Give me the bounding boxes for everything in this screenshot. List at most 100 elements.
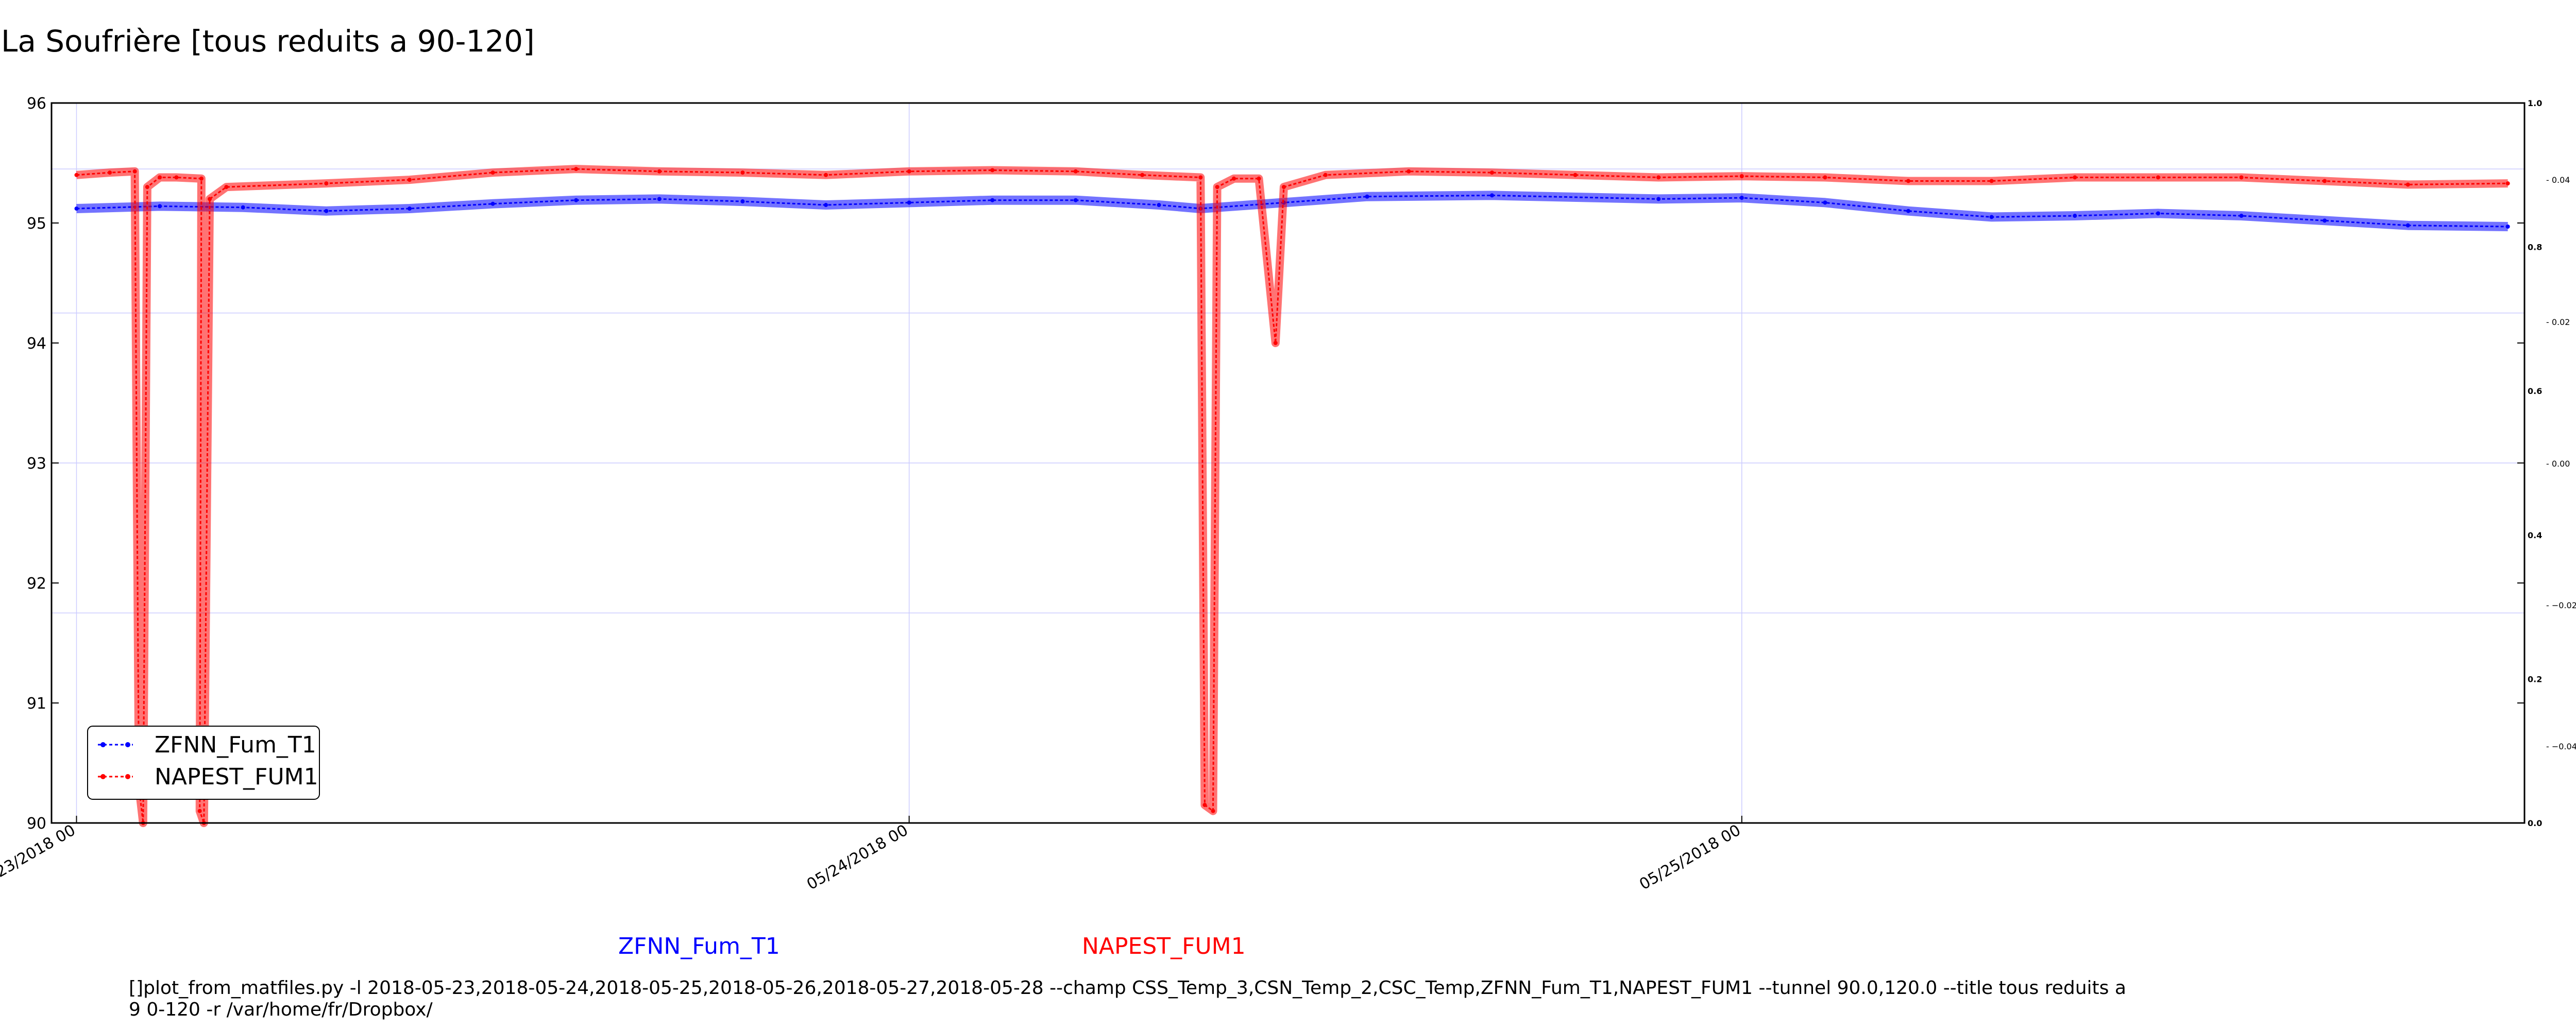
y-tick-label: 93 — [27, 455, 46, 473]
legend-marker — [100, 774, 106, 779]
y-tick-label: 92 — [27, 575, 46, 593]
legend-label: NAPEST_FUM1 — [155, 764, 318, 790]
inner-axis-tick-label: - 0.00 — [2546, 459, 2570, 469]
legend-marker — [100, 742, 106, 747]
y-axis-left: 90 91 92 93 94 95 96 — [27, 95, 2524, 833]
data-point — [1906, 209, 1911, 213]
data-point — [740, 170, 745, 175]
data-point — [1823, 175, 1827, 180]
right-axis-tick-label: 0.0 — [2528, 818, 2542, 828]
right-axis-tick-label: 0.6 — [2528, 386, 2542, 396]
series-captions: ZFNN_Fum_T1 NAPEST_FUM1 — [618, 933, 1246, 959]
data-point — [1365, 194, 1369, 199]
legend-label: ZFNN_Fum_T1 — [155, 732, 316, 758]
data-point — [2156, 211, 2160, 216]
data-point — [1906, 179, 1911, 183]
data-point — [132, 169, 137, 174]
data-point — [490, 170, 495, 175]
data-point — [2323, 218, 2327, 223]
data-point — [1215, 185, 1219, 190]
data-point — [824, 203, 828, 208]
data-point — [2239, 214, 2244, 218]
x-axis: 23/2018 00 05/24/2018 00 05/25/2018 00 — [0, 816, 1744, 894]
data-point — [1273, 341, 1278, 345]
data-point — [1489, 193, 1494, 198]
data-point — [1202, 803, 1207, 808]
data-point — [407, 207, 412, 211]
x-tick-label: 05/25/2018 00 — [1636, 821, 1744, 894]
data-point — [74, 207, 79, 211]
grid-lines — [52, 103, 2524, 823]
data-point — [108, 170, 112, 175]
data-point — [199, 176, 204, 181]
data-point — [324, 209, 329, 213]
data-point — [1157, 203, 1161, 208]
data-point — [1257, 176, 1261, 181]
y-tick-label: 94 — [27, 335, 46, 353]
data-point — [2073, 175, 2077, 180]
data-point — [158, 175, 162, 180]
data-point — [2239, 175, 2244, 180]
data-point — [1406, 169, 1411, 174]
data-point — [241, 205, 245, 210]
data-point — [1989, 179, 1994, 183]
right-axis-tick-label: 0.4 — [2528, 530, 2542, 540]
data-point — [1231, 176, 1236, 181]
data-point — [2323, 179, 2327, 183]
data-point — [1323, 173, 1328, 177]
data-point — [1489, 170, 1494, 175]
command-line-text: []plot_from_matfiles.py -l 2018-05-23,20… — [129, 977, 2132, 1020]
data-point — [907, 169, 911, 174]
data-point — [1656, 197, 1661, 201]
inner-axis-tick-label: - 0.04 — [2546, 175, 2570, 185]
series-layer — [74, 165, 2510, 827]
inner-right-axis: - 0.04 - 0.02 - 0.00 - −0.02 - −0.04 — [2546, 175, 2576, 751]
data-point — [158, 204, 162, 209]
data-point — [990, 168, 995, 173]
data-point — [1073, 198, 1078, 202]
series-caption: NAPEST_FUM1 — [1082, 933, 1246, 959]
data-point — [407, 178, 412, 182]
y-tick-label: 91 — [27, 695, 46, 713]
data-point — [1573, 173, 1578, 177]
data-point — [174, 175, 179, 180]
right-axis-tick-label: 1.0 — [2528, 98, 2542, 108]
data-point — [657, 197, 662, 201]
data-point — [1739, 196, 1744, 200]
legend-marker — [125, 774, 130, 779]
data-point — [740, 199, 745, 204]
data-point — [145, 185, 149, 190]
series-line-napest_fum1 — [76, 168, 2508, 823]
y-axis-right: 0.0 0.2 0.4 0.6 0.8 1.0 — [2528, 98, 2542, 828]
data-point — [1739, 174, 1744, 179]
data-point — [1989, 215, 1994, 219]
series-band-zfnn_fum_t1 — [76, 191, 2508, 231]
right-axis-tick-label: 0.2 — [2528, 674, 2542, 684]
series-band-napest_fum1 — [76, 165, 2508, 827]
data-point — [1823, 200, 1827, 205]
inner-axis-tick-label: - −0.02 — [2546, 600, 2576, 610]
data-point — [1656, 175, 1661, 180]
data-point — [990, 198, 995, 202]
data-point — [1281, 185, 1286, 190]
data-point — [1198, 175, 1203, 180]
data-point — [907, 200, 911, 205]
inner-axis-tick-label: - 0.02 — [2546, 317, 2570, 327]
inner-axis-tick-label: - −0.04 — [2546, 742, 2576, 751]
data-point — [2405, 182, 2410, 187]
y-tick-label: 95 — [27, 215, 46, 233]
data-point — [2405, 223, 2410, 228]
data-point — [574, 198, 579, 202]
data-point — [74, 173, 79, 177]
right-axis-tick-label: 0.8 — [2528, 243, 2542, 252]
data-point — [1073, 169, 1078, 174]
data-point — [208, 197, 212, 201]
data-point — [490, 201, 495, 206]
data-point — [1140, 173, 1145, 177]
data-point — [2505, 181, 2510, 186]
legend: ZFNN_Fum_T1 NAPEST_FUM1 — [87, 726, 320, 800]
legend-marker — [125, 742, 130, 747]
data-point — [2505, 224, 2510, 229]
chart-title: La Soufrière [tous reduits a 90-120] — [1, 24, 535, 59]
